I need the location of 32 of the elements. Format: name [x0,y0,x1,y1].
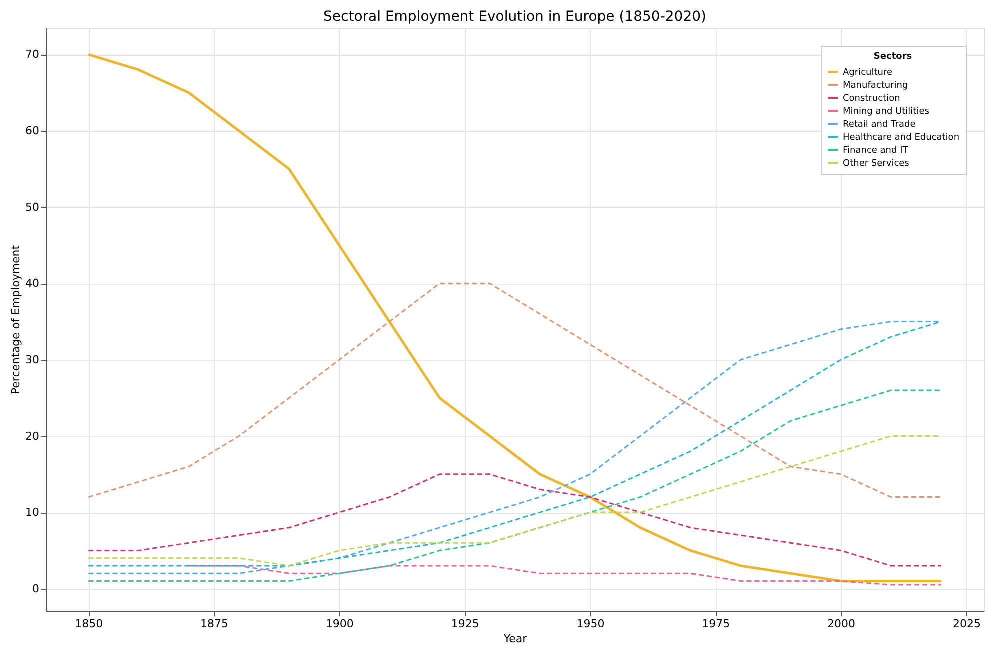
legend-label: Mining and Utilities [843,107,930,117]
x-tick-label: 2025 [952,618,981,630]
line-series [88,282,942,498]
x-tick-label: 1925 [451,618,480,630]
x-tick-label: 1875 [200,618,229,630]
x-tick-label: 1850 [75,618,104,630]
y-tick-label: 30 [26,353,40,366]
y-tick-label: 50 [26,200,40,214]
legend-label: Healthcare and Education [843,133,960,143]
legend-label: Manufacturing [843,81,908,91]
legend-label: Construction [843,94,900,104]
line-series [188,565,942,586]
legend-label: Agriculture [843,68,893,78]
y-tick-label: 60 [26,124,40,138]
y-tick-label: 0 [32,582,40,596]
line-series [88,390,942,582]
legend-label: Retail and Trade [843,120,916,130]
line-series [88,474,942,567]
x-tick-label: 1975 [702,618,730,630]
y-tick-label: 10 [26,506,40,520]
x-axis-title: Year [502,632,528,646]
x-tick-label: 1950 [576,618,605,630]
x-tick-label: 2000 [828,618,856,630]
y-tick-label: 70 [26,48,40,62]
y-axis-title: Percentage of Employment [10,244,23,395]
x-tick-label: 1900 [326,618,354,630]
legend-label: Finance and IT [843,146,909,156]
legend-label: Other Services [843,159,910,169]
y-tick-label: 40 [26,277,40,290]
y-tick-label: 20 [26,430,40,443]
legend-title: Sectors [874,52,912,62]
chart-title: Sectoral Employment Evolution in Europe (1850-2020) [324,9,706,25]
